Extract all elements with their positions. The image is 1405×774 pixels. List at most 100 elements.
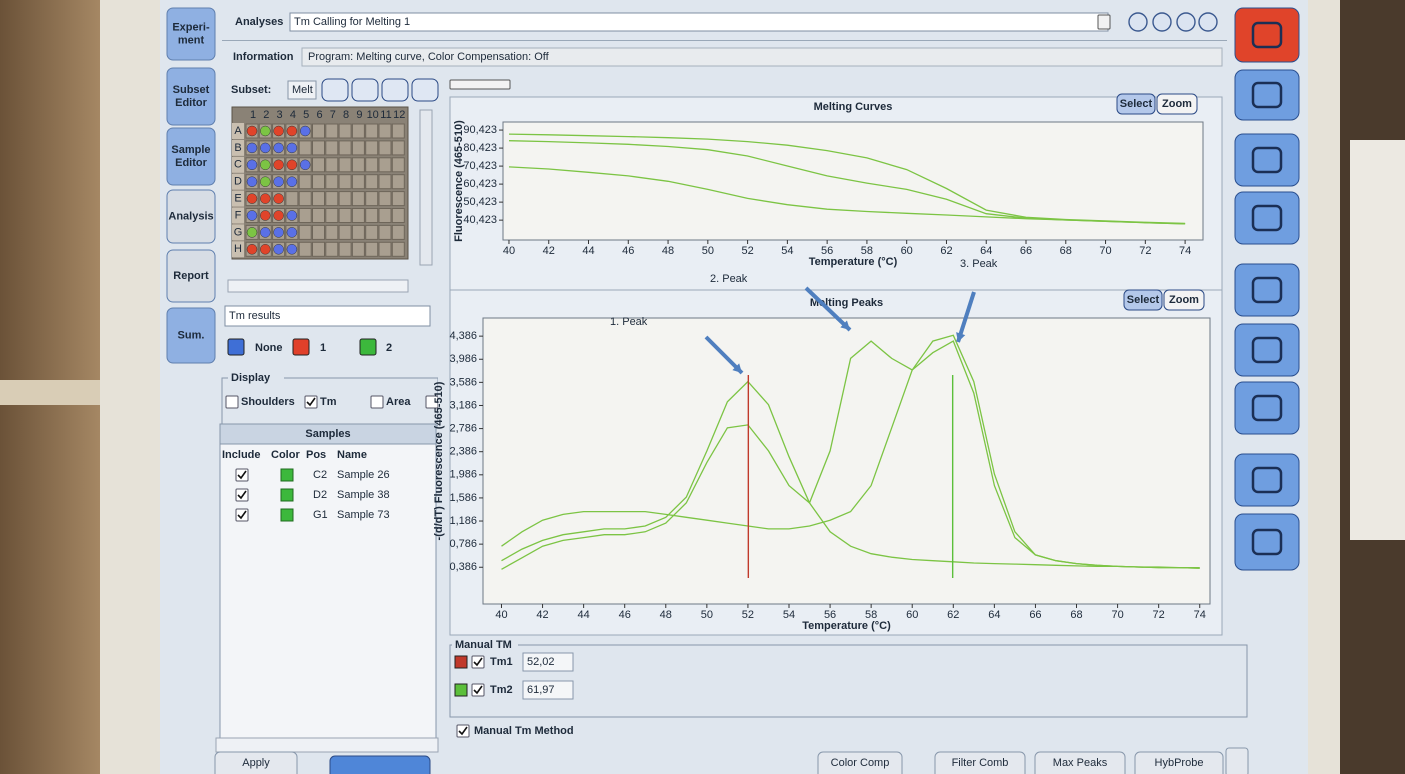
tm-checkbox[interactable]: [472, 684, 484, 696]
well[interactable]: [326, 124, 338, 138]
well[interactable]: [366, 225, 378, 239]
well[interactable]: [379, 225, 391, 239]
well[interactable]: [326, 225, 338, 239]
well[interactable]: [299, 225, 311, 239]
method-checkbox[interactable]: [457, 725, 469, 737]
well[interactable]: [339, 158, 351, 172]
icon-button[interactable]: [1177, 13, 1195, 31]
bottom-tab[interactable]: [330, 756, 430, 774]
well[interactable]: [366, 192, 378, 206]
toolbar-button[interactable]: [1235, 8, 1299, 62]
well[interactable]: [313, 175, 325, 189]
well[interactable]: [352, 141, 364, 155]
tm-swatch: [455, 656, 467, 668]
well[interactable]: [366, 124, 378, 138]
well[interactable]: [313, 242, 325, 256]
well[interactable]: [392, 124, 404, 138]
well[interactable]: [352, 242, 364, 256]
include-checkbox[interactable]: [236, 469, 248, 481]
include-checkbox[interactable]: [236, 489, 248, 501]
legend-swatch: [293, 339, 309, 355]
well[interactable]: [326, 141, 338, 155]
well[interactable]: [392, 225, 404, 239]
tool-button[interactable]: [382, 79, 408, 101]
display-title: Display: [231, 372, 271, 384]
well[interactable]: [339, 225, 351, 239]
icon-button[interactable]: [1098, 15, 1110, 29]
well[interactable]: [339, 192, 351, 206]
well[interactable]: [379, 158, 391, 172]
tool-button[interactable]: [412, 79, 438, 101]
well[interactable]: [326, 175, 338, 189]
toolbar-button[interactable]: [1235, 70, 1299, 120]
well[interactable]: [352, 158, 364, 172]
well[interactable]: [379, 124, 391, 138]
well[interactable]: [326, 242, 338, 256]
well[interactable]: [313, 225, 325, 239]
well[interactable]: [352, 225, 364, 239]
tool-button[interactable]: [352, 79, 378, 101]
well[interactable]: [339, 124, 351, 138]
well[interactable]: [366, 175, 378, 189]
icon-button[interactable]: [1129, 13, 1147, 31]
analysis-dropdown[interactable]: [290, 13, 1108, 31]
well[interactable]: [313, 192, 325, 206]
scroll-right[interactable]: [1226, 748, 1248, 774]
display-checkbox[interactable]: [226, 396, 238, 408]
well[interactable]: [366, 209, 378, 223]
well[interactable]: [352, 175, 364, 189]
well[interactable]: [339, 209, 351, 223]
display-checkbox[interactable]: [305, 396, 317, 408]
tool-button[interactable]: [322, 79, 348, 101]
well[interactable]: [326, 158, 338, 172]
nav-tab-label: Editor: [175, 97, 207, 109]
display-checkbox[interactable]: [371, 396, 383, 408]
icon-button[interactable]: [1199, 13, 1217, 31]
well[interactable]: [366, 158, 378, 172]
well[interactable]: [392, 141, 404, 155]
well[interactable]: [392, 192, 404, 206]
well[interactable]: [379, 192, 391, 206]
well[interactable]: [313, 158, 325, 172]
toolbar-button[interactable]: [1235, 324, 1299, 376]
well[interactable]: [379, 242, 391, 256]
toolbar-button[interactable]: [1235, 192, 1299, 244]
toolbar-button[interactable]: [1235, 382, 1299, 434]
well[interactable]: [339, 175, 351, 189]
well[interactable]: [299, 209, 311, 223]
well[interactable]: [286, 192, 298, 206]
well[interactable]: [326, 209, 338, 223]
well[interactable]: [379, 141, 391, 155]
well[interactable]: [299, 175, 311, 189]
analysis-name: Tm Calling for Melting 1: [294, 16, 410, 28]
well[interactable]: [299, 242, 311, 256]
well[interactable]: [379, 209, 391, 223]
well[interactable]: [352, 192, 364, 206]
well[interactable]: [366, 242, 378, 256]
toolbar-button[interactable]: [1235, 134, 1299, 186]
well[interactable]: [352, 209, 364, 223]
well[interactable]: [299, 141, 311, 155]
well[interactable]: [326, 192, 338, 206]
toolbar-button[interactable]: [1235, 454, 1299, 506]
well[interactable]: [392, 158, 404, 172]
well[interactable]: [339, 141, 351, 155]
curves-slider[interactable]: [450, 80, 510, 89]
well[interactable]: [339, 242, 351, 256]
well[interactable]: [366, 141, 378, 155]
icon-button[interactable]: [1153, 13, 1171, 31]
toolbar-button[interactable]: [1235, 264, 1299, 316]
well[interactable]: [379, 175, 391, 189]
well[interactable]: [392, 242, 404, 256]
well[interactable]: [392, 175, 404, 189]
well[interactable]: [392, 209, 404, 223]
y-axis-label: Fluorescence (465-510): [453, 120, 465, 242]
toolbar-button[interactable]: [1235, 514, 1299, 570]
well[interactable]: [299, 192, 311, 206]
well[interactable]: [313, 124, 325, 138]
well[interactable]: [313, 141, 325, 155]
well[interactable]: [352, 124, 364, 138]
well[interactable]: [313, 209, 325, 223]
tm-checkbox[interactable]: [472, 656, 484, 668]
include-checkbox[interactable]: [236, 509, 248, 521]
